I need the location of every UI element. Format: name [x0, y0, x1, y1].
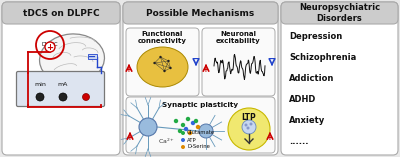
Circle shape: [196, 125, 200, 129]
Text: Ca$^{2+}$: Ca$^{2+}$: [158, 137, 175, 146]
Text: mA: mA: [58, 82, 68, 87]
Circle shape: [178, 129, 182, 133]
FancyBboxPatch shape: [281, 2, 398, 24]
Ellipse shape: [137, 47, 188, 87]
Circle shape: [191, 121, 195, 125]
Text: Neuronal
excitability: Neuronal excitability: [216, 32, 261, 44]
Text: tDCS on DLPFC: tDCS on DLPFC: [23, 8, 99, 17]
Text: −: −: [88, 51, 96, 62]
Circle shape: [174, 119, 178, 123]
Circle shape: [181, 123, 185, 127]
Text: Functional
connectivity: Functional connectivity: [138, 32, 187, 44]
Circle shape: [246, 127, 250, 130]
FancyBboxPatch shape: [281, 2, 398, 155]
Circle shape: [188, 131, 192, 135]
FancyBboxPatch shape: [126, 28, 199, 96]
Text: Glutamate: Glutamate: [187, 130, 215, 135]
Circle shape: [250, 122, 252, 125]
Circle shape: [59, 93, 67, 101]
Circle shape: [159, 56, 162, 58]
Text: Anxiety: Anxiety: [289, 116, 325, 125]
Text: ......: ......: [289, 137, 308, 146]
Circle shape: [45, 42, 55, 52]
Text: +: +: [125, 67, 131, 73]
Text: Addiction: Addiction: [289, 74, 334, 83]
Text: Schizophrenia: Schizophrenia: [289, 53, 356, 62]
Text: +: +: [202, 67, 208, 73]
Circle shape: [82, 94, 90, 100]
FancyBboxPatch shape: [126, 97, 275, 153]
Circle shape: [169, 67, 172, 69]
Circle shape: [242, 120, 256, 134]
Bar: [88, 54, 97, 59]
Circle shape: [186, 117, 190, 121]
Text: +: +: [46, 43, 54, 51]
FancyBboxPatch shape: [123, 2, 278, 155]
FancyBboxPatch shape: [202, 28, 275, 96]
Text: −: −: [192, 54, 200, 64]
Circle shape: [181, 138, 185, 142]
Text: Synaptic plasticity: Synaptic plasticity: [162, 102, 238, 108]
Text: D-Serine: D-Serine: [187, 144, 210, 149]
Text: +: +: [266, 135, 272, 141]
Circle shape: [244, 124, 248, 127]
Text: −: −: [268, 54, 276, 64]
FancyBboxPatch shape: [123, 2, 278, 24]
Circle shape: [228, 108, 270, 150]
Text: Neuropsychiatric
Disorders: Neuropsychiatric Disorders: [299, 3, 380, 23]
FancyBboxPatch shape: [2, 2, 120, 155]
Circle shape: [167, 60, 170, 62]
FancyBboxPatch shape: [16, 71, 104, 106]
Text: LTP: LTP: [242, 113, 256, 122]
Text: DLPFC: DLPFC: [42, 43, 58, 48]
Text: ADHD: ADHD: [289, 95, 316, 104]
Circle shape: [184, 127, 188, 131]
FancyBboxPatch shape: [2, 2, 120, 24]
Circle shape: [36, 93, 44, 101]
Circle shape: [181, 131, 185, 135]
Text: ATP: ATP: [187, 138, 197, 143]
Text: min: min: [34, 82, 46, 87]
Ellipse shape: [40, 34, 104, 84]
Circle shape: [139, 118, 157, 136]
Circle shape: [163, 70, 166, 72]
Circle shape: [181, 145, 185, 149]
Circle shape: [194, 119, 198, 123]
Text: Possible Mechanisms: Possible Mechanisms: [146, 8, 255, 17]
Text: Depression: Depression: [289, 32, 342, 41]
Text: +: +: [126, 135, 132, 141]
Circle shape: [199, 124, 213, 138]
Circle shape: [153, 62, 156, 64]
